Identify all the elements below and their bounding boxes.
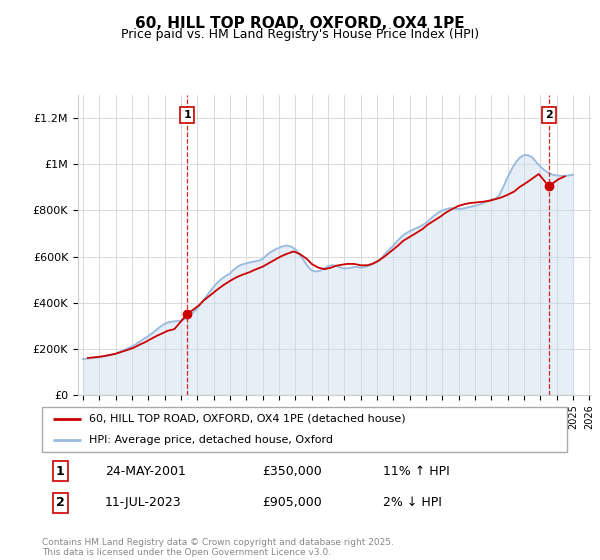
Text: 1: 1 xyxy=(183,110,191,120)
Text: 2% ↓ HPI: 2% ↓ HPI xyxy=(383,496,442,509)
Text: 60, HILL TOP ROAD, OXFORD, OX4 1PE: 60, HILL TOP ROAD, OXFORD, OX4 1PE xyxy=(135,16,465,31)
Text: 1: 1 xyxy=(56,465,65,478)
Text: Price paid vs. HM Land Registry's House Price Index (HPI): Price paid vs. HM Land Registry's House … xyxy=(121,28,479,41)
Text: 24-MAY-2001: 24-MAY-2001 xyxy=(105,465,186,478)
Text: 2: 2 xyxy=(545,110,553,120)
FancyBboxPatch shape xyxy=(42,407,567,452)
Text: HPI: Average price, detached house, Oxford: HPI: Average price, detached house, Oxfo… xyxy=(89,435,333,445)
Text: 11-JUL-2023: 11-JUL-2023 xyxy=(105,496,182,509)
Text: Contains HM Land Registry data © Crown copyright and database right 2025.
This d: Contains HM Land Registry data © Crown c… xyxy=(42,538,394,557)
Text: 2: 2 xyxy=(56,496,65,509)
Text: £905,000: £905,000 xyxy=(263,496,322,509)
Text: £350,000: £350,000 xyxy=(263,465,322,478)
Text: 11% ↑ HPI: 11% ↑ HPI xyxy=(383,465,450,478)
Text: 60, HILL TOP ROAD, OXFORD, OX4 1PE (detached house): 60, HILL TOP ROAD, OXFORD, OX4 1PE (deta… xyxy=(89,414,406,424)
